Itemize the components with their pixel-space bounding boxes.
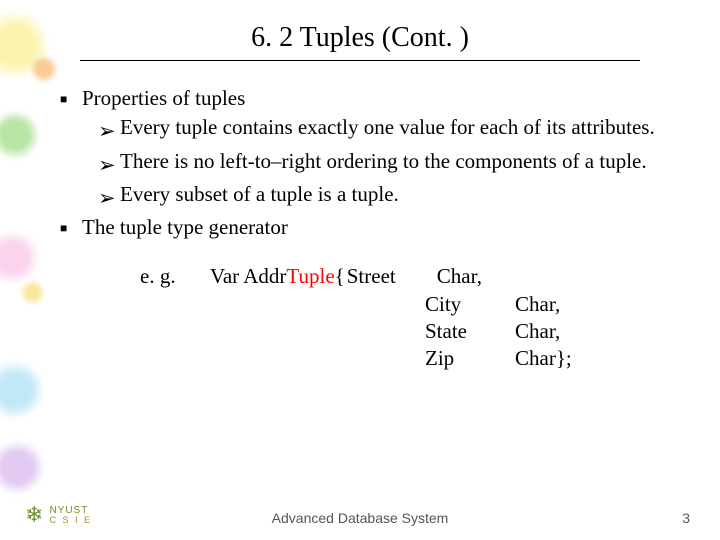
logo-bottom: C S I E (49, 516, 92, 525)
title-underline (80, 60, 640, 61)
example-row: Zip Char}; (423, 345, 670, 372)
slide-title: 6. 2 Tuples (Cont. ) (50, 22, 670, 54)
arrow-bullet-icon: ➢ (98, 181, 120, 212)
bullet-text: Every tuple contains exactly one value f… (120, 114, 655, 145)
square-bullet-icon: ■ (60, 214, 82, 241)
attr-type: Char}; (515, 345, 572, 372)
bullet-text: There is no left-to–right ordering to th… (120, 148, 647, 179)
attr-type: Char, (515, 291, 560, 318)
arrow-bullet-icon: ➢ (98, 114, 120, 145)
attr-name: City (423, 291, 515, 318)
logo: ❄ NYUST C S I E (25, 504, 92, 526)
attr-type: Char, (437, 263, 482, 290)
example-row: City Char, (423, 291, 670, 318)
var-prefix: Var Addr (210, 263, 286, 290)
tuple-keyword: Tuple (286, 263, 334, 290)
bullet-level2: ➢ Every subset of a tuple is a tuple. (98, 181, 670, 212)
bullet-text: Every subset of a tuple is a tuple. (120, 181, 399, 212)
attr-name: Zip (423, 345, 515, 372)
attr-type: Char, (515, 318, 560, 345)
body: ■ Properties of tuples ➢ Every tuple con… (0, 67, 720, 373)
example-row: e. g. Var Addr Tuple { Street Char, (140, 263, 670, 290)
page-number: 3 (682, 510, 690, 526)
logo-top: NYUST (49, 506, 92, 516)
bullet-level2: ➢ There is no left-to–right ordering to … (98, 148, 670, 179)
open-brace: { (335, 263, 345, 290)
logo-text: NYUST C S I E (49, 506, 92, 525)
attr-name: State (423, 318, 515, 345)
example-declaration: Var Addr Tuple { Street Char, (210, 263, 482, 290)
arrow-bullet-icon: ➢ (98, 148, 120, 179)
square-bullet-icon: ■ (60, 85, 82, 112)
bullet-level1: ■ The tuple type generator (60, 214, 670, 241)
example-row: State Char, (423, 318, 670, 345)
slide: 6. 2 Tuples (Cont. ) ■ Properties of tup… (0, 0, 720, 540)
example-label: e. g. (140, 263, 210, 290)
bullet-text: The tuple type generator (82, 214, 288, 241)
bullet-level2: ➢ Every tuple contains exactly one value… (98, 114, 670, 145)
title-block: 6. 2 Tuples (Cont. ) (0, 0, 720, 67)
bullet-text: Properties of tuples (82, 85, 245, 112)
attr-name: Street (345, 263, 437, 290)
bullet-level1: ■ Properties of tuples (60, 85, 670, 112)
example-block: e. g. Var Addr Tuple { Street Char, City… (140, 263, 670, 372)
footer: ❄ NYUST C S I E 3 (0, 504, 720, 526)
snowflake-icon: ❄ (25, 504, 43, 526)
